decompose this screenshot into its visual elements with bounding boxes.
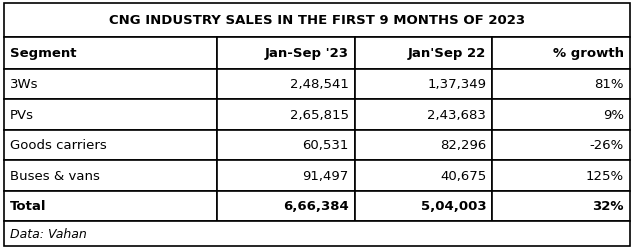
- Text: Buses & vans: Buses & vans: [10, 169, 100, 182]
- Text: 125%: 125%: [586, 169, 624, 182]
- Bar: [217, 191, 354, 221]
- Bar: [217, 38, 354, 69]
- Text: 5,04,003: 5,04,003: [420, 200, 486, 212]
- Text: 2,65,815: 2,65,815: [290, 108, 349, 121]
- Bar: [354, 130, 492, 160]
- Bar: [492, 38, 630, 69]
- Bar: [492, 191, 630, 221]
- Bar: [4, 4, 630, 38]
- Text: PVs: PVs: [10, 108, 34, 121]
- Text: 3Ws: 3Ws: [10, 78, 39, 91]
- Bar: [4, 100, 217, 130]
- Bar: [4, 38, 217, 69]
- Text: Data: Vahan: Data: Vahan: [10, 227, 87, 240]
- Bar: [4, 160, 217, 191]
- Bar: [217, 69, 354, 100]
- Text: 1,37,349: 1,37,349: [427, 78, 486, 91]
- Text: 81%: 81%: [595, 78, 624, 91]
- Text: 2,48,541: 2,48,541: [290, 78, 349, 91]
- Bar: [217, 160, 354, 191]
- Bar: [4, 69, 217, 100]
- Bar: [4, 130, 217, 160]
- Text: Segment: Segment: [10, 47, 77, 60]
- Bar: [492, 130, 630, 160]
- Text: 9%: 9%: [603, 108, 624, 121]
- Bar: [354, 38, 492, 69]
- Bar: [4, 221, 630, 246]
- Text: 32%: 32%: [593, 200, 624, 212]
- Bar: [354, 100, 492, 130]
- Text: 40,675: 40,675: [440, 169, 486, 182]
- Bar: [354, 160, 492, 191]
- Text: 6,66,384: 6,66,384: [283, 200, 349, 212]
- Text: -26%: -26%: [590, 139, 624, 152]
- Bar: [354, 69, 492, 100]
- Bar: [492, 160, 630, 191]
- Text: Total: Total: [10, 200, 46, 212]
- Text: 82,296: 82,296: [440, 139, 486, 152]
- Text: Jan'Sep 22: Jan'Sep 22: [408, 47, 486, 60]
- Text: 91,497: 91,497: [302, 169, 349, 182]
- Bar: [217, 130, 354, 160]
- Bar: [492, 100, 630, 130]
- Text: 60,531: 60,531: [302, 139, 349, 152]
- Text: % growth: % growth: [553, 47, 624, 60]
- Text: Goods carriers: Goods carriers: [10, 139, 107, 152]
- Text: Jan-Sep '23: Jan-Sep '23: [264, 47, 349, 60]
- Bar: [354, 191, 492, 221]
- Text: 2,43,683: 2,43,683: [427, 108, 486, 121]
- Bar: [217, 100, 354, 130]
- Bar: [4, 191, 217, 221]
- Bar: [492, 69, 630, 100]
- Text: CNG INDUSTRY SALES IN THE FIRST 9 MONTHS OF 2023: CNG INDUSTRY SALES IN THE FIRST 9 MONTHS…: [109, 14, 525, 27]
